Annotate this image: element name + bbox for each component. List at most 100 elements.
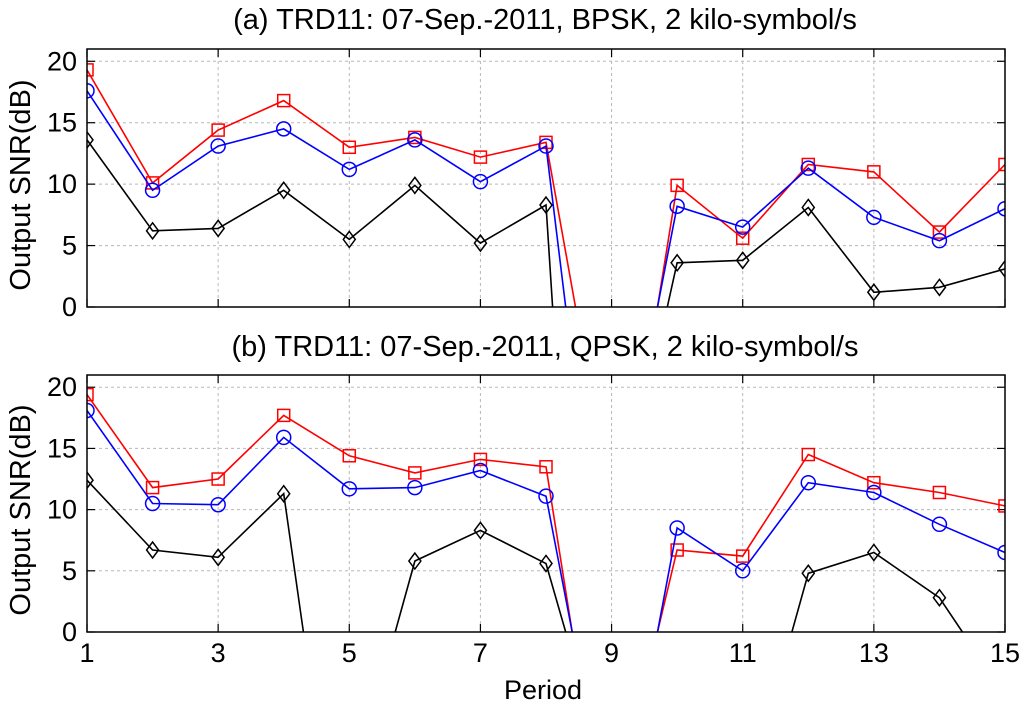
- data-point-blue-circle-b: [87, 402, 95, 419]
- y-tick-label-a: 5: [62, 231, 77, 261]
- x-tick-label-b: 15: [990, 638, 1020, 668]
- data-point-red-square-a: [211, 123, 225, 137]
- series-red-square-b: [87, 387, 1005, 632]
- data-point-blue-circle-b: [734, 563, 751, 579]
- y-tick-label-b: 10: [47, 495, 77, 525]
- series-line-black-diamond-b: [791, 551, 964, 632]
- data-point-blue-circle-b: [800, 474, 817, 491]
- data-point-blue-circle-a: [144, 182, 161, 199]
- data-point-black-diamond-b: [276, 484, 291, 503]
- y-axis-label-b: Output SNR(dB): [5, 404, 37, 615]
- y-tick-label-b: 5: [62, 556, 77, 586]
- series-line-black-diamond-a: [87, 139, 554, 307]
- data-point-blue-circle-a: [669, 198, 685, 215]
- series-line-red-square-b: [656, 453, 1005, 632]
- y-tick-label-a: 10: [47, 169, 77, 199]
- series-line-red-square-a: [87, 69, 577, 307]
- data-point-blue-circle-b: [997, 544, 1005, 561]
- data-point-blue-circle-a: [734, 219, 751, 235]
- data-point-red-square-b: [408, 466, 422, 480]
- data-point-black-diamond-a: [670, 253, 685, 273]
- data-point-blue-circle-b: [866, 484, 882, 501]
- data-point-blue-circle-b: [275, 429, 292, 446]
- chart-title-a: (a) TRD11: 07-Sep.-2011, BPSK, 2 kilo-sy…: [233, 4, 857, 36]
- data-point-red-square-a: [867, 165, 881, 179]
- series-line-blue-circle-b: [656, 481, 1005, 632]
- series-line-black-diamond-a: [666, 206, 1005, 307]
- data-point-blue-circle-a: [341, 161, 358, 178]
- data-point-red-square-b: [342, 449, 357, 463]
- x-tick-label-b: 11: [729, 638, 757, 668]
- y-tick-label-a: 0: [62, 292, 77, 322]
- axes-frame-a: [86, 48, 1006, 308]
- data-point-black-diamond-a: [342, 230, 357, 249]
- y-tick-label-a: 20: [47, 46, 77, 76]
- data-point-blue-circle-b: [144, 495, 161, 512]
- series-red-square-a: [87, 63, 1005, 307]
- data-point-black-diamond-a: [407, 176, 422, 195]
- data-point-blue-circle-b: [538, 488, 554, 504]
- x-tick-label-b: 3: [211, 638, 226, 668]
- x-axis-label: Period: [504, 675, 582, 705]
- data-point-black-diamond-a: [211, 219, 226, 238]
- y-tick-label-b: 0: [62, 617, 77, 647]
- series-line-blue-circle-a: [87, 90, 567, 307]
- data-point-black-diamond-a: [735, 251, 750, 270]
- series-line-red-square-b: [87, 394, 573, 632]
- data-point-black-diamond-b: [801, 564, 816, 583]
- data-point-black-diamond-b: [211, 548, 226, 567]
- data-point-red-square-a: [998, 157, 1005, 172]
- chart-title-b: (b) TRD11: 07-Sep.-2011, QPSK, 2 kilo-sy…: [232, 331, 859, 363]
- data-point-black-diamond-a: [145, 221, 160, 241]
- x-tick-label-b: 7: [473, 638, 488, 668]
- data-point-blue-circle-b: [931, 516, 948, 533]
- x-tick-label-b: 9: [604, 638, 619, 668]
- data-point-black-diamond-b: [407, 551, 422, 571]
- y-tick-label-a: 15: [47, 108, 77, 138]
- data-point-red-square-b: [473, 452, 488, 467]
- data-point-red-square-b: [735, 549, 750, 563]
- data-point-red-square-b: [145, 480, 160, 495]
- data-point-red-square-b: [670, 543, 684, 557]
- data-point-red-square-b: [998, 499, 1005, 513]
- data-point-black-diamond-a: [276, 181, 291, 200]
- data-point-red-square-a: [473, 150, 488, 164]
- data-point-black-diamond-a: [866, 283, 881, 302]
- y-axis-label-a: Output SNR(dB): [5, 79, 37, 290]
- data-point-blue-circle-a: [997, 200, 1005, 217]
- data-point-red-square-a: [342, 140, 357, 155]
- data-point-blue-circle-b: [472, 462, 489, 479]
- data-point-red-square-a: [276, 93, 291, 108]
- data-point-red-square-b: [932, 485, 947, 500]
- data-point-blue-circle-b: [210, 496, 226, 513]
- series-line-red-square-a: [656, 163, 1005, 307]
- y-tick-label-b: 20: [47, 372, 77, 402]
- y-tick-label-b: 15: [47, 433, 77, 463]
- data-point-blue-circle-a: [538, 138, 554, 154]
- series-line-black-diamond-b: [394, 529, 567, 632]
- series-black-diamond-a: [87, 130, 1005, 307]
- data-point-black-diamond-b: [145, 540, 160, 560]
- data-point-blue-circle-b: [669, 520, 685, 536]
- data-point-blue-circle-b: [407, 479, 423, 496]
- data-point-blue-circle-a: [407, 132, 423, 148]
- series-black-diamond-b: [87, 470, 964, 632]
- data-point-blue-circle-a: [275, 121, 292, 137]
- series-line-blue-circle-a: [656, 167, 1005, 307]
- data-point-blue-circle-a: [472, 173, 489, 190]
- data-point-red-square-a: [670, 178, 684, 193]
- data-point-black-diamond-b: [539, 554, 553, 573]
- series-line-blue-circle-b: [87, 410, 573, 632]
- x-tick-label-b: 1: [79, 638, 94, 668]
- series-line-black-diamond-b: [87, 479, 305, 632]
- data-point-black-diamond-a: [87, 130, 94, 150]
- panel-b: (b) TRD11: 07-Sep.-2011, QPSK, 2 kilo-sy…: [5, 331, 1020, 705]
- data-point-red-square-a: [932, 225, 947, 239]
- data-point-black-diamond-b: [87, 470, 94, 490]
- data-point-blue-circle-a: [931, 232, 948, 249]
- data-point-blue-circle-a: [866, 209, 882, 226]
- data-point-blue-circle-a: [87, 83, 95, 99]
- data-point-black-diamond-a: [539, 195, 553, 215]
- data-point-black-diamond-b: [932, 588, 947, 607]
